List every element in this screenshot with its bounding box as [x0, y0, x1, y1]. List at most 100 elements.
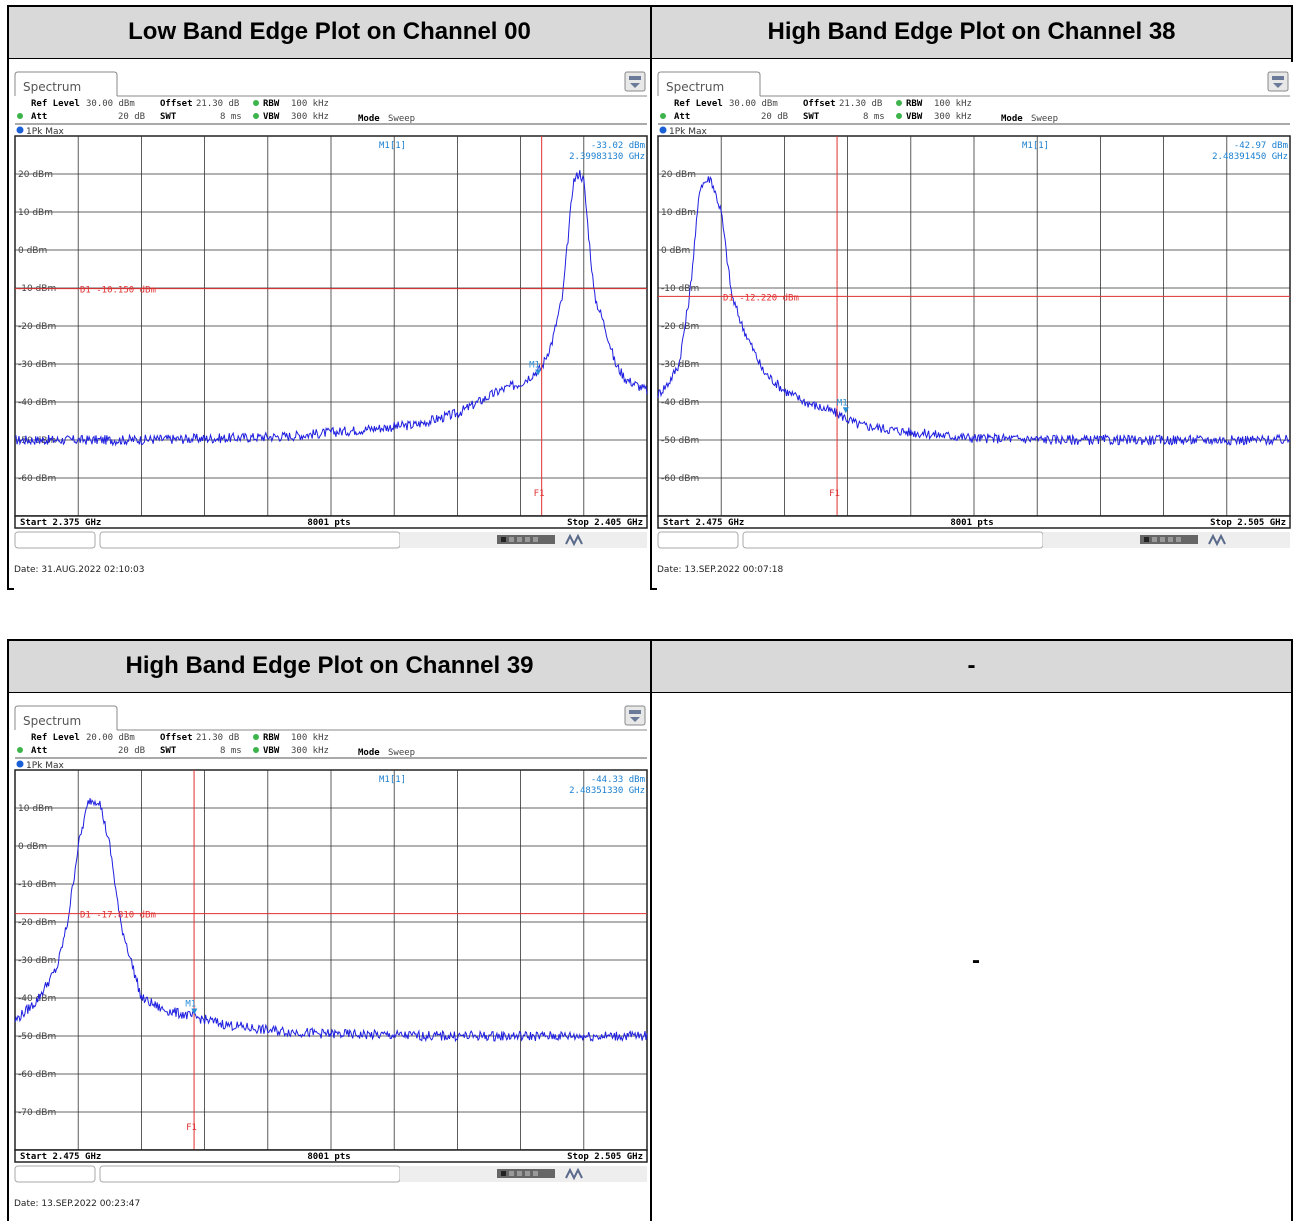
marker-readout-label: M1[1] — [379, 775, 406, 785]
y-tick-label: -20 dBm — [18, 322, 56, 332]
y-tick-label: 0 dBm — [661, 246, 690, 256]
marker-readout-label: M1[1] — [1022, 141, 1049, 151]
y-tick-label: -40 dBm — [661, 398, 699, 408]
capture-date: Date: 13.SEP.2022 00:07:18 — [657, 565, 783, 575]
spectrum-screenshot-ch00: Spectrum Ref Level 30.00 dBm Offset 21.3… — [12, 62, 650, 592]
offset-value: 21.30 dB — [839, 99, 882, 109]
frequency-line-f1-label: F1 — [186, 1123, 197, 1133]
band-edge-table-1: Low Band Edge Plot on Channel 00 High Ba… — [7, 5, 1293, 592]
y-tick-label: -10 dBm — [18, 880, 56, 890]
att-label: Att — [31, 112, 47, 122]
y-tick-label: -60 dBm — [661, 474, 699, 484]
status-signal-icon — [565, 1167, 583, 1181]
mode-label: Mode — [358, 748, 380, 758]
sweep-points: 8001 pts — [307, 1152, 350, 1162]
vbw-label: VBW — [906, 112, 923, 122]
ref-level-label: Ref Level — [31, 99, 80, 109]
marker-readout-frequency: 2.48391450 GHz — [1212, 152, 1288, 162]
y-tick-label: -50 dBm — [661, 436, 699, 446]
trace-1-line — [14, 798, 648, 1043]
rbw-label: RBW — [263, 99, 280, 109]
trace-label: 1Pk Max — [26, 761, 65, 771]
att-value: 20 dB — [761, 112, 788, 122]
settings-icon[interactable] — [624, 71, 646, 92]
start-frequency: Start 2.475 GHz — [20, 1152, 101, 1162]
rbw-label: RBW — [263, 733, 280, 743]
grid-lines — [658, 136, 1290, 516]
status-field-message — [99, 1165, 401, 1183]
display-line-d1-label: D1 -10.150 dBm — [80, 286, 156, 296]
status-field-message — [99, 531, 401, 549]
trace-1-indicator-icon — [16, 126, 24, 134]
trace-1-indicator-icon — [16, 760, 24, 768]
y-tick-label: -30 dBm — [661, 360, 699, 370]
y-tick-label: 20 dBm — [661, 170, 696, 180]
status-field-left — [14, 531, 96, 549]
y-tick-label: 20 dBm — [18, 170, 53, 180]
offset-label: Offset — [160, 99, 193, 109]
spectrum-tab-label: Spectrum — [23, 714, 81, 728]
ref-level-label: Ref Level — [31, 733, 80, 743]
marker-readout-label: M1[1] — [379, 141, 406, 151]
sweep-points: 8001 pts — [307, 518, 350, 528]
att-coupled-icon — [17, 747, 23, 753]
ref-level-value: 30.00 dBm — [729, 99, 778, 109]
vbw-coupled-icon — [253, 113, 259, 119]
y-tick-label: -50 dBm — [18, 1032, 56, 1042]
table1-header-ch38: High Band Edge Plot on Channel 38 — [652, 7, 1291, 59]
y-tick-label: 0 dBm — [18, 842, 47, 852]
y-tick-label: -30 dBm — [18, 360, 56, 370]
vbw-value: 300 kHz — [934, 112, 972, 122]
rbw-coupled-icon — [253, 734, 259, 740]
trace-label: 1Pk Max — [26, 127, 65, 137]
table1-header-ch00: Low Band Edge Plot on Channel 00 — [9, 7, 650, 59]
rbw-value: 100 kHz — [291, 733, 329, 743]
ref-level-label: Ref Level — [674, 99, 723, 109]
rbw-coupled-icon — [896, 100, 902, 106]
swt-value: 8 ms — [220, 746, 242, 756]
table2-column-divider — [650, 641, 652, 1221]
start-frequency: Start 2.475 GHz — [663, 518, 744, 528]
offset-label: Offset — [160, 733, 193, 743]
start-frequency: Start 2.375 GHz — [20, 518, 101, 528]
spectrum-tab[interactable] — [657, 71, 761, 96]
rbw-value: 100 kHz — [291, 99, 329, 109]
att-value: 20 dB — [118, 746, 145, 756]
frequency-line-f1-label: F1 — [829, 489, 840, 499]
spectrum-tab[interactable] — [14, 71, 118, 96]
swt-value: 8 ms — [863, 112, 885, 122]
marker-m1-icon[interactable] — [842, 407, 849, 414]
ref-level-value: 30.00 dBm — [86, 99, 135, 109]
table2-header-ch39: High Band Edge Plot on Channel 39 — [9, 641, 650, 693]
marker-m1-icon[interactable] — [535, 369, 542, 376]
spectrum-screenshot-ch39: Spectrum Ref Level 20.00 dBm Offset 21.3… — [12, 696, 650, 1226]
y-tick-label: 0 dBm — [18, 246, 47, 256]
offset-label: Offset — [803, 99, 836, 109]
trace-1-line — [657, 175, 1291, 447]
settings-icon[interactable] — [624, 705, 646, 726]
stop-frequency: Stop 2.505 GHz — [567, 1152, 643, 1162]
marker-readout-value: -44.33 dBm — [591, 775, 645, 785]
y-tick-label: 10 dBm — [18, 208, 53, 218]
y-tick-label: -40 dBm — [18, 398, 56, 408]
y-tick-labels: 20 dBm 10 dBm 0 dBm -10 dBm -20 dBm -30 dBm -4… — [661, 170, 699, 484]
mode-label: Mode — [358, 114, 380, 124]
trace-label: 1Pk Max — [669, 127, 708, 137]
spectrum-screenshot-ch38: Spectrum Ref Level 30.00 dBm Offset 21.3… — [655, 62, 1293, 592]
y-tick-label: 10 dBm — [18, 804, 53, 814]
sweep-points: 8001 pts — [950, 518, 993, 528]
settings-icon[interactable] — [1267, 71, 1289, 92]
trace-1-indicator-icon — [659, 126, 667, 134]
marker-readout-value: -33.02 dBm — [591, 141, 645, 151]
marker-m1-tag: M1 — [529, 360, 540, 370]
display-line-d1-label: D1 -12.220 dBm — [723, 293, 799, 303]
spectrum-analyzer-screen: Spectrum Ref Level 30.00 dBm Offset 21.3… — [657, 62, 1293, 592]
vbw-coupled-icon — [896, 113, 902, 119]
vbw-value: 300 kHz — [291, 112, 329, 122]
swt-label: SWT — [160, 112, 177, 122]
marker-m1-icon[interactable] — [191, 1008, 198, 1015]
att-coupled-icon — [17, 113, 23, 119]
vbw-label: VBW — [263, 112, 280, 122]
spectrum-tab[interactable] — [14, 705, 118, 730]
offset-value: 21.30 dB — [196, 99, 239, 109]
